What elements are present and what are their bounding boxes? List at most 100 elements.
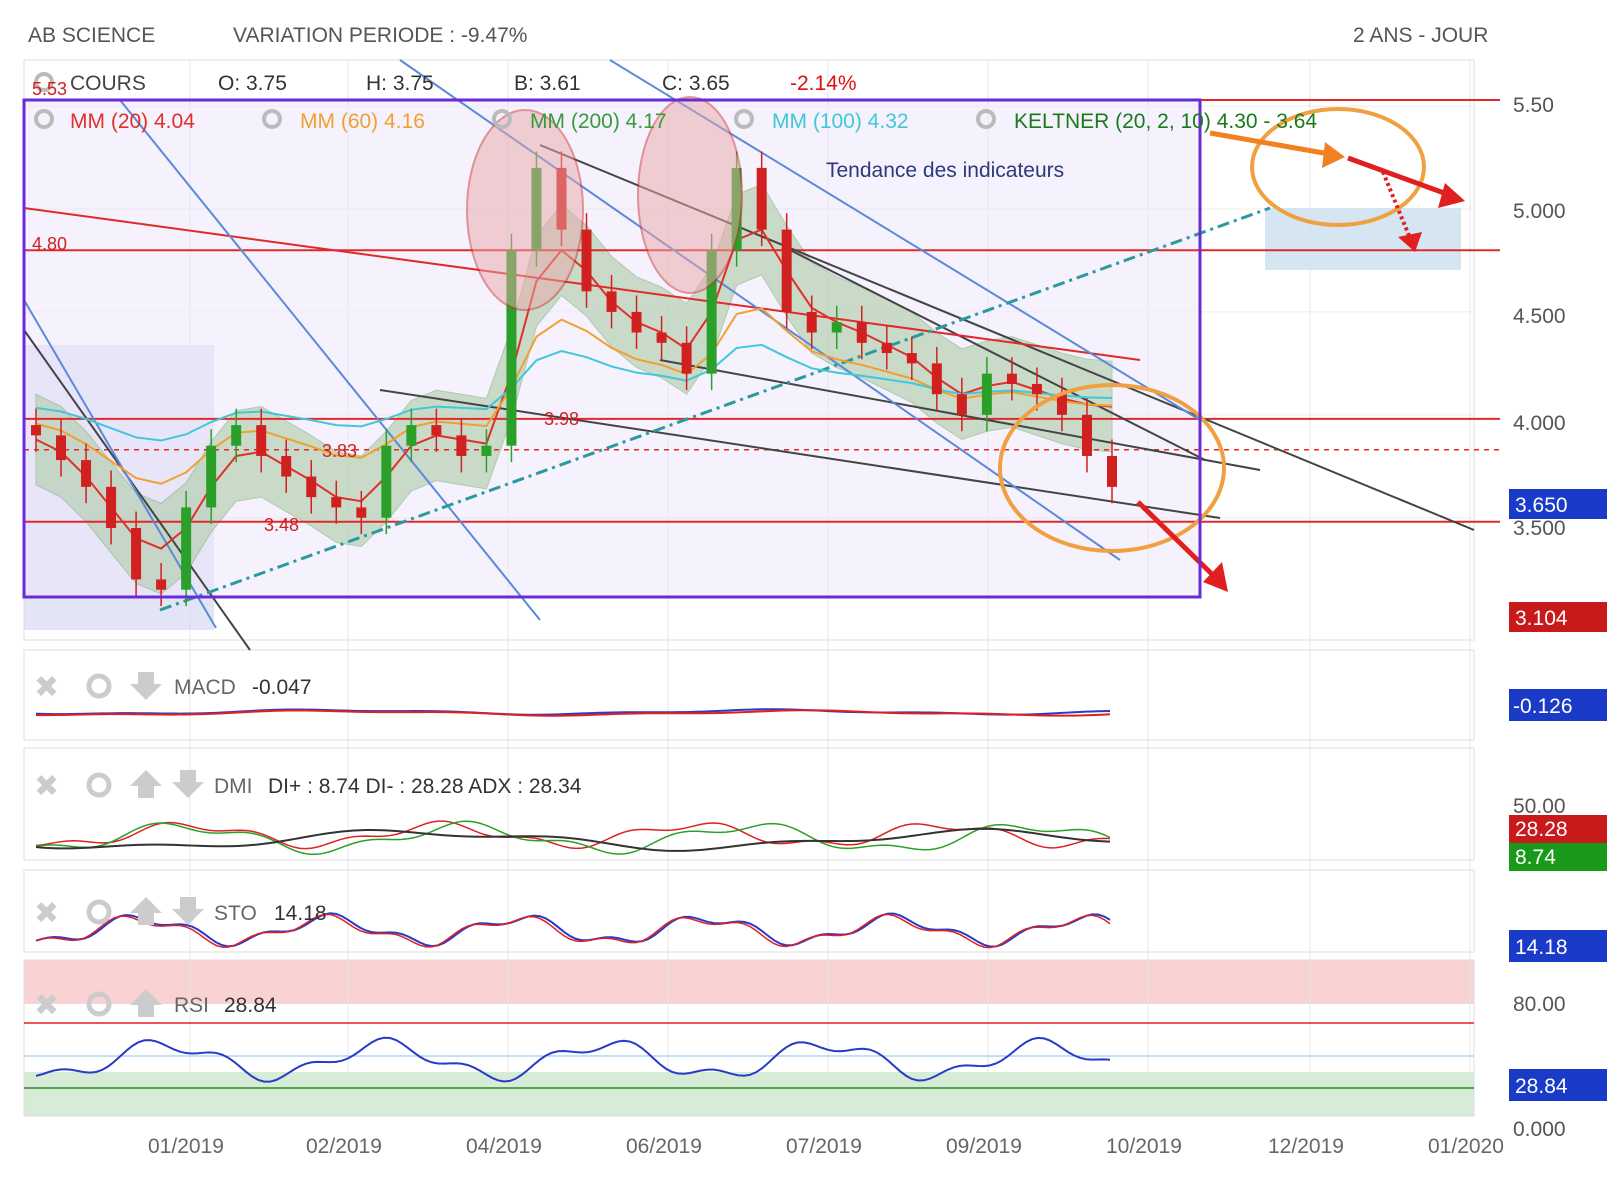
x-tick-label: 09/2019	[946, 1135, 1022, 1158]
close-icon[interactable]: ✖	[34, 671, 59, 704]
dmi-minus-badge	[1509, 815, 1607, 843]
macd-badge-text: -0.126	[1513, 695, 1573, 718]
arrow-up-icon[interactable]	[130, 989, 162, 1017]
rsi-value: 28.84	[224, 994, 277, 1017]
candle-body	[1107, 455, 1117, 487]
level-label-553: 5.53	[32, 79, 67, 99]
arrow-head	[1438, 183, 1465, 208]
gear-icon[interactable]	[34, 109, 54, 129]
arrow-up-icon[interactable]	[130, 770, 162, 798]
gear-icon[interactable]	[976, 109, 996, 129]
candle-body	[806, 311, 817, 333]
high-value: H: 3.75	[366, 72, 434, 95]
gear-icon[interactable]	[734, 109, 754, 129]
macd-value: -0.047	[252, 676, 312, 699]
gear-icon[interactable]	[86, 772, 112, 798]
low-price-badge-text: 3.104	[1515, 607, 1568, 630]
gear-icon[interactable]	[86, 991, 112, 1017]
candle-body	[181, 507, 192, 590]
sto-k-line	[35, 912, 1111, 948]
macd-name: MACD	[174, 676, 236, 699]
candle-body	[1081, 414, 1092, 456]
candle-body	[81, 460, 92, 487]
dmi-plus-line	[35, 820, 1111, 856]
mm100-label: MM (100) 4.32	[772, 110, 909, 133]
level-label-480: 4.80	[32, 234, 67, 254]
macd-signal-line	[35, 709, 1111, 717]
sto-badge-text: 14.18	[1515, 936, 1568, 959]
rsi-badge	[1509, 1069, 1607, 1101]
close-icon[interactable]: ✖	[34, 897, 59, 930]
level-label-398: 3.98	[544, 409, 579, 429]
trendline	[379, 389, 1221, 519]
x-tick-label: 04/2019	[466, 1135, 542, 1158]
arrow-up-icon[interactable]	[130, 897, 162, 925]
mm20-label: MM (20) 4.04	[70, 110, 195, 133]
candle-body	[56, 435, 67, 461]
gear-icon[interactable]	[492, 109, 512, 129]
gear-icon[interactable]	[262, 109, 282, 129]
candle-body	[431, 425, 442, 436]
candle-body	[1056, 394, 1067, 415]
macd-panel	[23, 649, 1475, 741]
sto-badge	[1509, 930, 1607, 962]
arrow-head	[1398, 232, 1422, 252]
candle-body	[1031, 383, 1042, 395]
highlight-ellipse	[466, 109, 584, 311]
candle-body	[406, 425, 417, 446]
low-value: B: 3.61	[514, 72, 581, 95]
focus-ellipse	[998, 383, 1226, 553]
sto-value: 14.18	[274, 902, 327, 925]
trendline	[159, 206, 1271, 612]
close-icon[interactable]: ✖	[34, 770, 59, 803]
variation-text: VARIATION PERIODE : -9.47%	[233, 24, 527, 47]
candle-body	[31, 425, 41, 436]
candle-body	[106, 486, 117, 528]
svg-text:✖: ✖	[34, 989, 59, 1022]
candle-body	[681, 342, 692, 374]
price-tick: 4.500	[1513, 305, 1566, 328]
candle-body	[881, 342, 892, 354]
dmi-plus-badge	[1509, 843, 1607, 871]
candle-body	[306, 476, 317, 498]
trend-annotation: Tendance des indicateurs	[826, 159, 1064, 182]
dmi-tick-top: 50.00	[1513, 795, 1566, 818]
candle-body	[606, 291, 617, 312]
gear-icon[interactable]	[34, 72, 54, 92]
close-value: C: 3.65	[662, 72, 730, 95]
candle-body	[481, 445, 492, 456]
arrow-down-icon[interactable]	[172, 770, 204, 798]
sto-panel	[23, 869, 1475, 953]
candle-body	[456, 435, 467, 456]
rsi-tick-bottom: 0.000	[1513, 1118, 1566, 1141]
open-value: O: 3.75	[218, 72, 287, 95]
gear-icon[interactable]	[86, 673, 112, 699]
rsi-tick-top: 80.00	[1513, 993, 1566, 1016]
candle-body	[381, 445, 392, 518]
gear-icon[interactable]	[86, 899, 112, 925]
x-tick-label: 06/2019	[626, 1135, 702, 1158]
candle-body	[1006, 373, 1017, 384]
svg-text:✖: ✖	[34, 770, 59, 803]
candle-body	[131, 527, 142, 580]
sto-d-line	[35, 913, 1111, 949]
rsi-badge-text: 28.84	[1515, 1075, 1568, 1098]
candle-body	[356, 507, 367, 518]
candle-body	[331, 497, 342, 508]
period-label[interactable]: 2 ANS - JOUR	[1353, 24, 1488, 47]
candle-body	[656, 332, 667, 343]
close-icon[interactable]: ✖	[34, 989, 59, 1022]
trendline	[119, 99, 541, 621]
adx-line	[35, 827, 1111, 852]
annotations-overlay	[466, 96, 1465, 592]
x-tick-label: 02/2019	[306, 1135, 382, 1158]
arrow-down-icon[interactable]	[172, 897, 204, 925]
dmi-name: DMI	[214, 775, 253, 798]
candle-body	[706, 250, 717, 374]
candle-body	[206, 445, 217, 508]
candle-body	[981, 373, 992, 415]
keltner-label: KELTNER (20, 2, 10) 4.30 - 3.64	[1014, 110, 1317, 133]
x-tick-label: 01/2020	[1428, 1135, 1504, 1158]
mm200-label: MM (200) 4.17	[530, 110, 667, 133]
arrow-down-icon[interactable]	[130, 672, 162, 700]
